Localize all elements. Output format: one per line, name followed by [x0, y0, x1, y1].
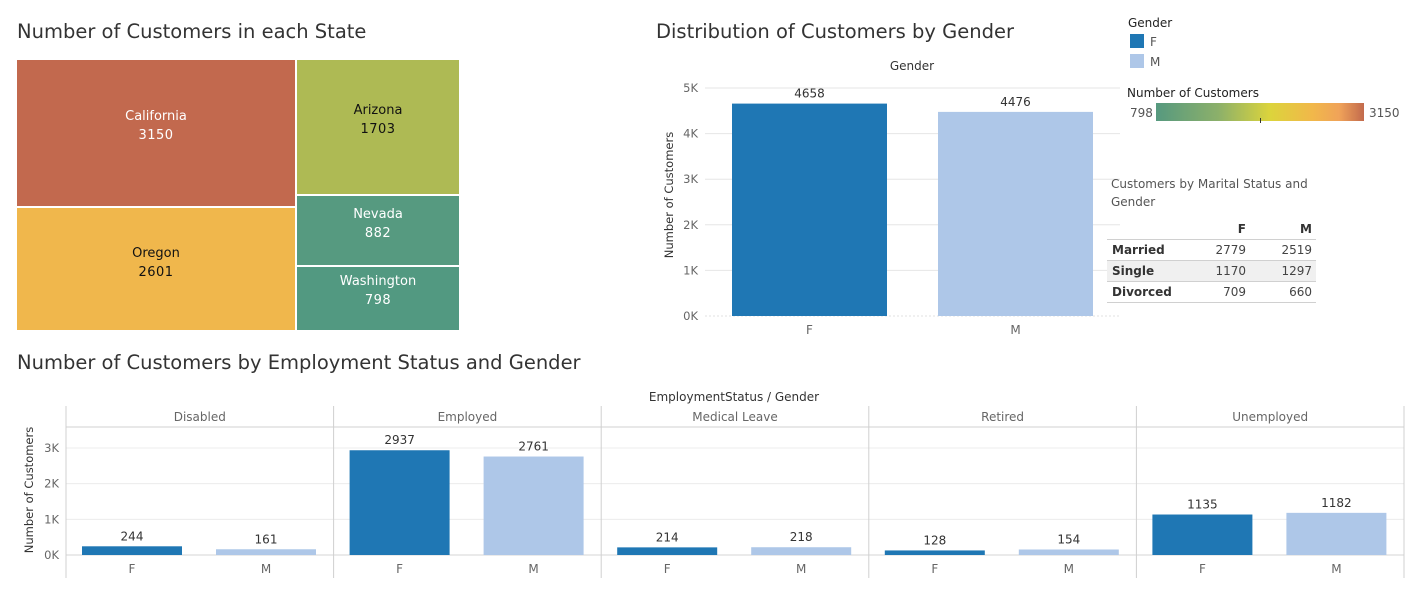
x-tick-label: F [664, 562, 671, 576]
x-tick-label: M [1331, 562, 1341, 576]
bar-disabled-f[interactable] [82, 546, 182, 555]
bar-employed-f[interactable] [350, 450, 450, 555]
data-label: 128 [923, 533, 946, 547]
bar-retired-f[interactable] [885, 550, 985, 555]
data-label: 1135 [1187, 498, 1218, 512]
employment-header: EmploymentStatus / Gender [649, 390, 819, 404]
x-tick-label: F [1199, 562, 1206, 576]
data-label: 2761 [518, 440, 549, 454]
x-tick-label: F [396, 562, 403, 576]
data-label: 244 [121, 529, 144, 543]
y-axis-label: Number of Customers [22, 427, 36, 553]
data-label: 2937 [384, 433, 415, 447]
group-header-retired: Retired [981, 410, 1024, 424]
y-tick-label: 3K [44, 441, 59, 455]
data-label: 1182 [1321, 496, 1352, 510]
x-tick-label: F [129, 562, 136, 576]
bar-disabled-m[interactable] [216, 549, 316, 555]
bar-unemployed-f[interactable] [1152, 515, 1252, 555]
group-header-disabled: Disabled [174, 410, 226, 424]
y-tick-label: 0K [44, 548, 59, 562]
x-tick-label: M [796, 562, 806, 576]
bar-medical-leave-f[interactable] [617, 547, 717, 555]
x-tick-label: F [931, 562, 938, 576]
group-header-medical-leave: Medical Leave [692, 410, 777, 424]
data-label: 154 [1057, 533, 1080, 547]
y-tick-label: 1K [44, 512, 59, 526]
x-tick-label: M [261, 562, 271, 576]
data-label: 218 [790, 530, 813, 544]
x-tick-label: M [528, 562, 538, 576]
bar-retired-m[interactable] [1019, 550, 1119, 555]
bar-medical-leave-m[interactable] [751, 547, 851, 555]
bar-employed-m[interactable] [484, 457, 584, 555]
group-header-unemployed: Unemployed [1232, 410, 1308, 424]
data-label: 214 [656, 530, 679, 544]
x-tick-label: M [1064, 562, 1074, 576]
bar-unemployed-m[interactable] [1286, 513, 1386, 555]
y-tick-label: 2K [44, 477, 59, 491]
data-label: 161 [255, 532, 278, 546]
group-header-employed: Employed [438, 410, 498, 424]
